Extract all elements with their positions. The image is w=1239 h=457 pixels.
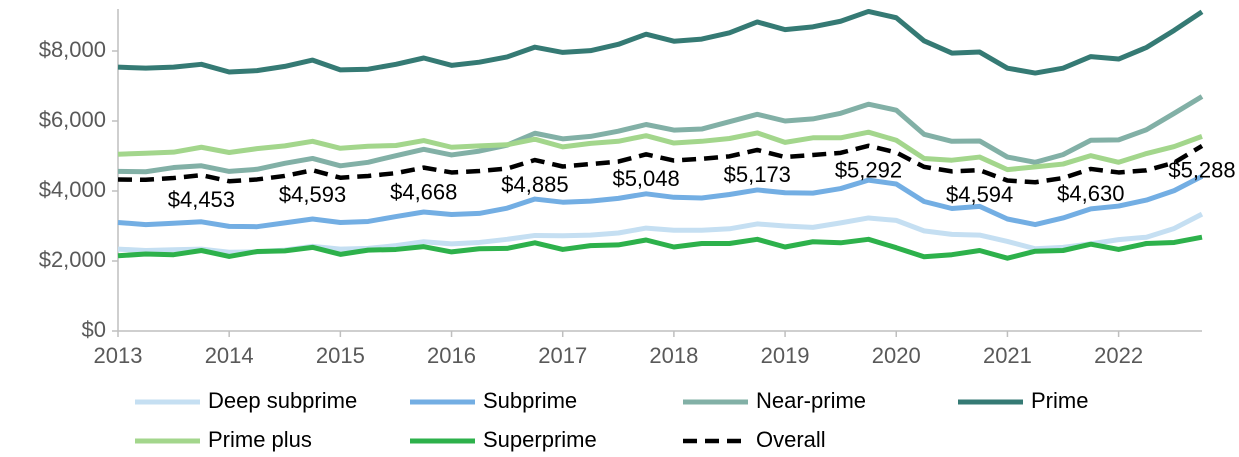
data-label: $4,453	[168, 187, 235, 212]
data-label: $4,885	[501, 172, 568, 197]
legend-label: Prime plus	[208, 427, 312, 452]
data-label: $5,288	[1168, 158, 1235, 183]
x-tick-label: 2019	[761, 343, 810, 368]
y-tick-label: $4,000	[39, 177, 106, 202]
x-tick-label: 2020	[872, 343, 921, 368]
data-label: $5,292	[835, 158, 902, 183]
y-tick-label: $2,000	[39, 247, 106, 272]
y-tick-label: $0	[82, 317, 106, 342]
series-line	[117, 129, 1203, 173]
x-tick-label: 2017	[538, 343, 587, 368]
x-tick-label: 2021	[983, 343, 1032, 368]
data-label: $4,668	[390, 179, 457, 204]
series-line	[117, 234, 1203, 261]
data-label: $5,048	[612, 166, 679, 191]
x-tick-label: 2015	[316, 343, 365, 368]
x-tick-label: 2014	[205, 343, 254, 368]
y-tick-label: $6,000	[39, 107, 106, 132]
legend-label: Prime	[1031, 388, 1088, 413]
x-tick-label: 2013	[94, 343, 143, 368]
data-label: $4,594	[946, 182, 1013, 207]
series-line	[117, 8, 1204, 76]
x-tick-label: 2022	[1094, 343, 1143, 368]
x-tick-label: 2016	[427, 343, 476, 368]
data-label: $5,173	[724, 162, 791, 187]
legend-label: Overall	[756, 427, 826, 452]
x-tick-label: 2018	[649, 343, 698, 368]
data-label: $4,630	[1057, 181, 1124, 206]
series-line	[117, 143, 1204, 185]
series-line	[117, 174, 1204, 230]
y-tick-label: $8,000	[39, 37, 106, 62]
legend-label: Deep subprime	[208, 388, 357, 413]
legend-label: Subprime	[483, 388, 577, 413]
data-label: $4,593	[279, 182, 346, 207]
series-line	[117, 94, 1204, 175]
series-line	[117, 211, 1204, 255]
legend-label: Near-prime	[756, 388, 866, 413]
legend-label: Superprime	[483, 427, 597, 452]
